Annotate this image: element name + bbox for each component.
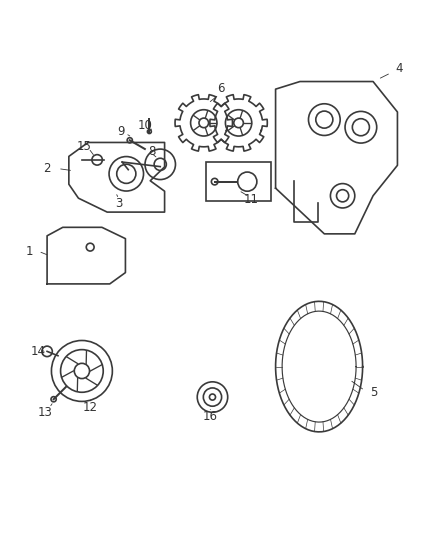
Text: 11: 11	[244, 192, 259, 206]
Text: 16: 16	[203, 410, 218, 423]
Text: 9: 9	[117, 125, 125, 138]
Text: 3: 3	[115, 197, 123, 210]
Text: 10: 10	[138, 118, 152, 132]
Text: 5: 5	[370, 386, 377, 399]
Text: 14: 14	[31, 345, 46, 358]
Text: 15: 15	[77, 140, 92, 154]
Bar	[206, 162, 271, 201]
Text: 12: 12	[83, 401, 98, 415]
Text: 2: 2	[43, 162, 51, 175]
Text: 4: 4	[396, 62, 403, 75]
Text: 6: 6	[217, 82, 225, 94]
Text: 8: 8	[148, 144, 155, 158]
Text: 1: 1	[26, 245, 33, 258]
Text: 13: 13	[38, 406, 53, 419]
